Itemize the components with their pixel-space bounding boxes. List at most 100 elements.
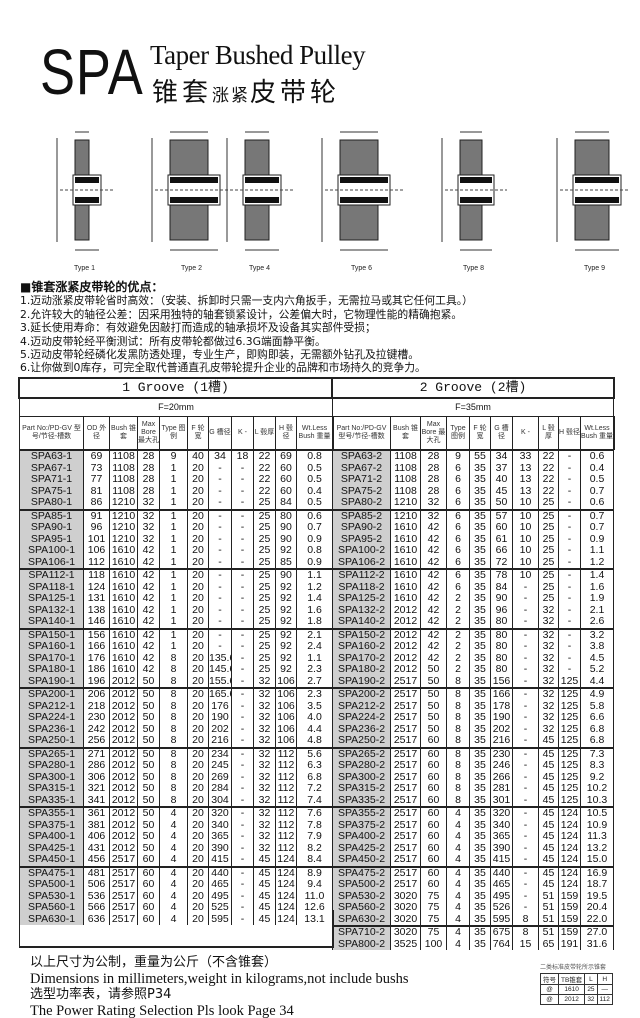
value-cell: 42 xyxy=(137,641,160,653)
value-cell: 242 xyxy=(83,723,110,735)
value-cell: 35 xyxy=(469,652,491,664)
value-cell: 60 xyxy=(420,746,447,760)
value-cell: 42 xyxy=(420,545,447,557)
value-cell: 75 xyxy=(420,913,447,926)
value-cell: 42 xyxy=(137,568,160,582)
table-row: SPA90-2 1610 42 6 35 60 10 25-0.7 xyxy=(332,522,614,534)
value-cell: 32 xyxy=(538,604,559,616)
value-cell: 45 xyxy=(538,760,559,772)
part-number-cell: SPA106-2 xyxy=(332,556,391,569)
value-cell: 35 xyxy=(469,723,491,735)
value-cell: 595 xyxy=(490,913,513,926)
value-cell: 51 xyxy=(538,890,559,902)
advantage-item: 2.允许较大的轴径公差：因采用独特的轴套锁紧设计，公差偏大时，它物理性能的精确抱… xyxy=(20,307,463,321)
value-cell: 1 xyxy=(159,568,188,582)
value-cell: 80 xyxy=(490,616,513,629)
table-row: SPA375-2 2517 60 4 35 340-45 124 10.9 xyxy=(332,819,614,831)
part-number-cell: SPA475-1 xyxy=(19,865,84,879)
value-cell: 50 xyxy=(137,760,160,772)
value-cell: 35 xyxy=(469,581,491,593)
part-number-cell: SPA500-1 xyxy=(19,879,84,891)
value-cell: 764 xyxy=(490,938,513,950)
value-cell: 202 xyxy=(208,723,232,735)
value-cell: 90 xyxy=(275,533,297,545)
part-number-cell: SPA265-2 xyxy=(332,746,391,760)
value-cell: 20 xyxy=(187,533,209,545)
value-cell: 2012 xyxy=(109,806,138,820)
part-number-cell: SPA375-1 xyxy=(19,819,84,831)
value-cell: 50 xyxy=(137,735,160,748)
value-cell: 35 xyxy=(469,925,491,939)
value-cell: 2517 xyxy=(109,890,138,902)
value-cell: 25 xyxy=(538,533,559,545)
value-cell: 1.6 xyxy=(580,581,614,593)
value-cell: 1210 xyxy=(390,508,421,522)
groove2-face-width: F=35mm xyxy=(332,397,614,417)
value-cell: 92 xyxy=(275,545,297,557)
value-cell: 60 xyxy=(137,879,160,891)
value-cell: 2 xyxy=(446,593,470,605)
value-cell: 1610 xyxy=(390,522,421,534)
value-cell: 42 xyxy=(420,604,447,616)
value-cell: 50 xyxy=(420,700,447,712)
value-cell: - xyxy=(512,627,539,641)
value-cell: 6 xyxy=(446,545,470,557)
part-number-cell: SPA118-1 xyxy=(19,581,84,593)
value-cell: 216 xyxy=(490,735,513,748)
value-cell: - xyxy=(231,581,254,593)
value-cell: 10 xyxy=(512,497,539,510)
value-cell: 100 xyxy=(420,938,447,950)
value-cell: 6 xyxy=(446,462,470,474)
table-row: SPA100-2 1610 42 6 35 66 10 25-1.1 xyxy=(332,545,614,557)
value-cell: 20 xyxy=(187,783,209,795)
value-cell: 1 xyxy=(159,604,188,616)
value-cell: 2012 xyxy=(109,783,138,795)
value-cell: 124 xyxy=(275,879,297,891)
value-cell: - xyxy=(231,687,254,701)
value-cell: 60 xyxy=(420,794,447,807)
value-cell: 18 xyxy=(231,449,254,463)
value-cell: 1108 xyxy=(109,474,138,486)
value-cell: - xyxy=(231,890,254,902)
value-cell: 35 xyxy=(469,771,491,783)
value-cell: 80 xyxy=(275,508,297,522)
value-cell: 1610 xyxy=(109,652,138,664)
value-cell: 1610 xyxy=(109,616,138,629)
value-cell: 4 xyxy=(446,925,470,939)
value-cell: 32 xyxy=(137,497,160,510)
value-cell: 20 xyxy=(187,581,209,593)
table-row: SPA71-2 1108 28 6 35 40 13 22-0.5 xyxy=(332,474,614,486)
value-cell: 406 xyxy=(83,831,110,843)
value-cell: 57 xyxy=(490,508,513,522)
part-number-cell: SPA80-1 xyxy=(19,497,84,510)
value-cell: 90 xyxy=(275,568,297,582)
value-cell: 8 xyxy=(159,771,188,783)
value-cell: 1.9 xyxy=(580,593,614,605)
value-cell: 112 xyxy=(275,819,297,831)
value-cell: 40 xyxy=(187,449,209,463)
title-english: Taper Bushed Pulley xyxy=(150,40,366,70)
value-cell: 1.1 xyxy=(580,545,614,557)
table-row: SPA118-1 124 1610 42 1 20- -25 92 1.2 xyxy=(19,581,333,593)
value-cell: 20 xyxy=(187,474,209,486)
part-number-cell: SPA375-2 xyxy=(332,819,391,831)
value-cell: 1210 xyxy=(109,497,138,510)
value-cell: - xyxy=(512,652,539,664)
table-row: SPA425-2 2517 60 4 35 390-45 124 13.2 xyxy=(332,842,614,854)
value-cell: 8 xyxy=(446,760,470,772)
value-cell: 35 xyxy=(469,508,491,522)
table-row: SPA118-2 1610 42 6 35 84-25-1.6 xyxy=(332,581,614,593)
value-cell: 1.1 xyxy=(296,568,333,582)
value-cell: 2012 xyxy=(109,700,138,712)
value-cell: 32 xyxy=(253,700,276,712)
value-cell: - xyxy=(231,485,254,497)
pulley-diagram-type-8: Type 8 xyxy=(441,131,507,272)
value-cell: - xyxy=(512,616,539,629)
value-cell: 25 xyxy=(253,581,276,593)
table-row: SPA71-1 77 1108 28 1 20- -22 60 0.5 xyxy=(19,474,333,486)
value-cell: 8 xyxy=(159,712,188,724)
value-cell: 1.2 xyxy=(580,556,614,569)
value-cell: - xyxy=(558,462,581,474)
value-cell: 112 xyxy=(275,831,297,843)
value-cell: 1 xyxy=(159,641,188,653)
